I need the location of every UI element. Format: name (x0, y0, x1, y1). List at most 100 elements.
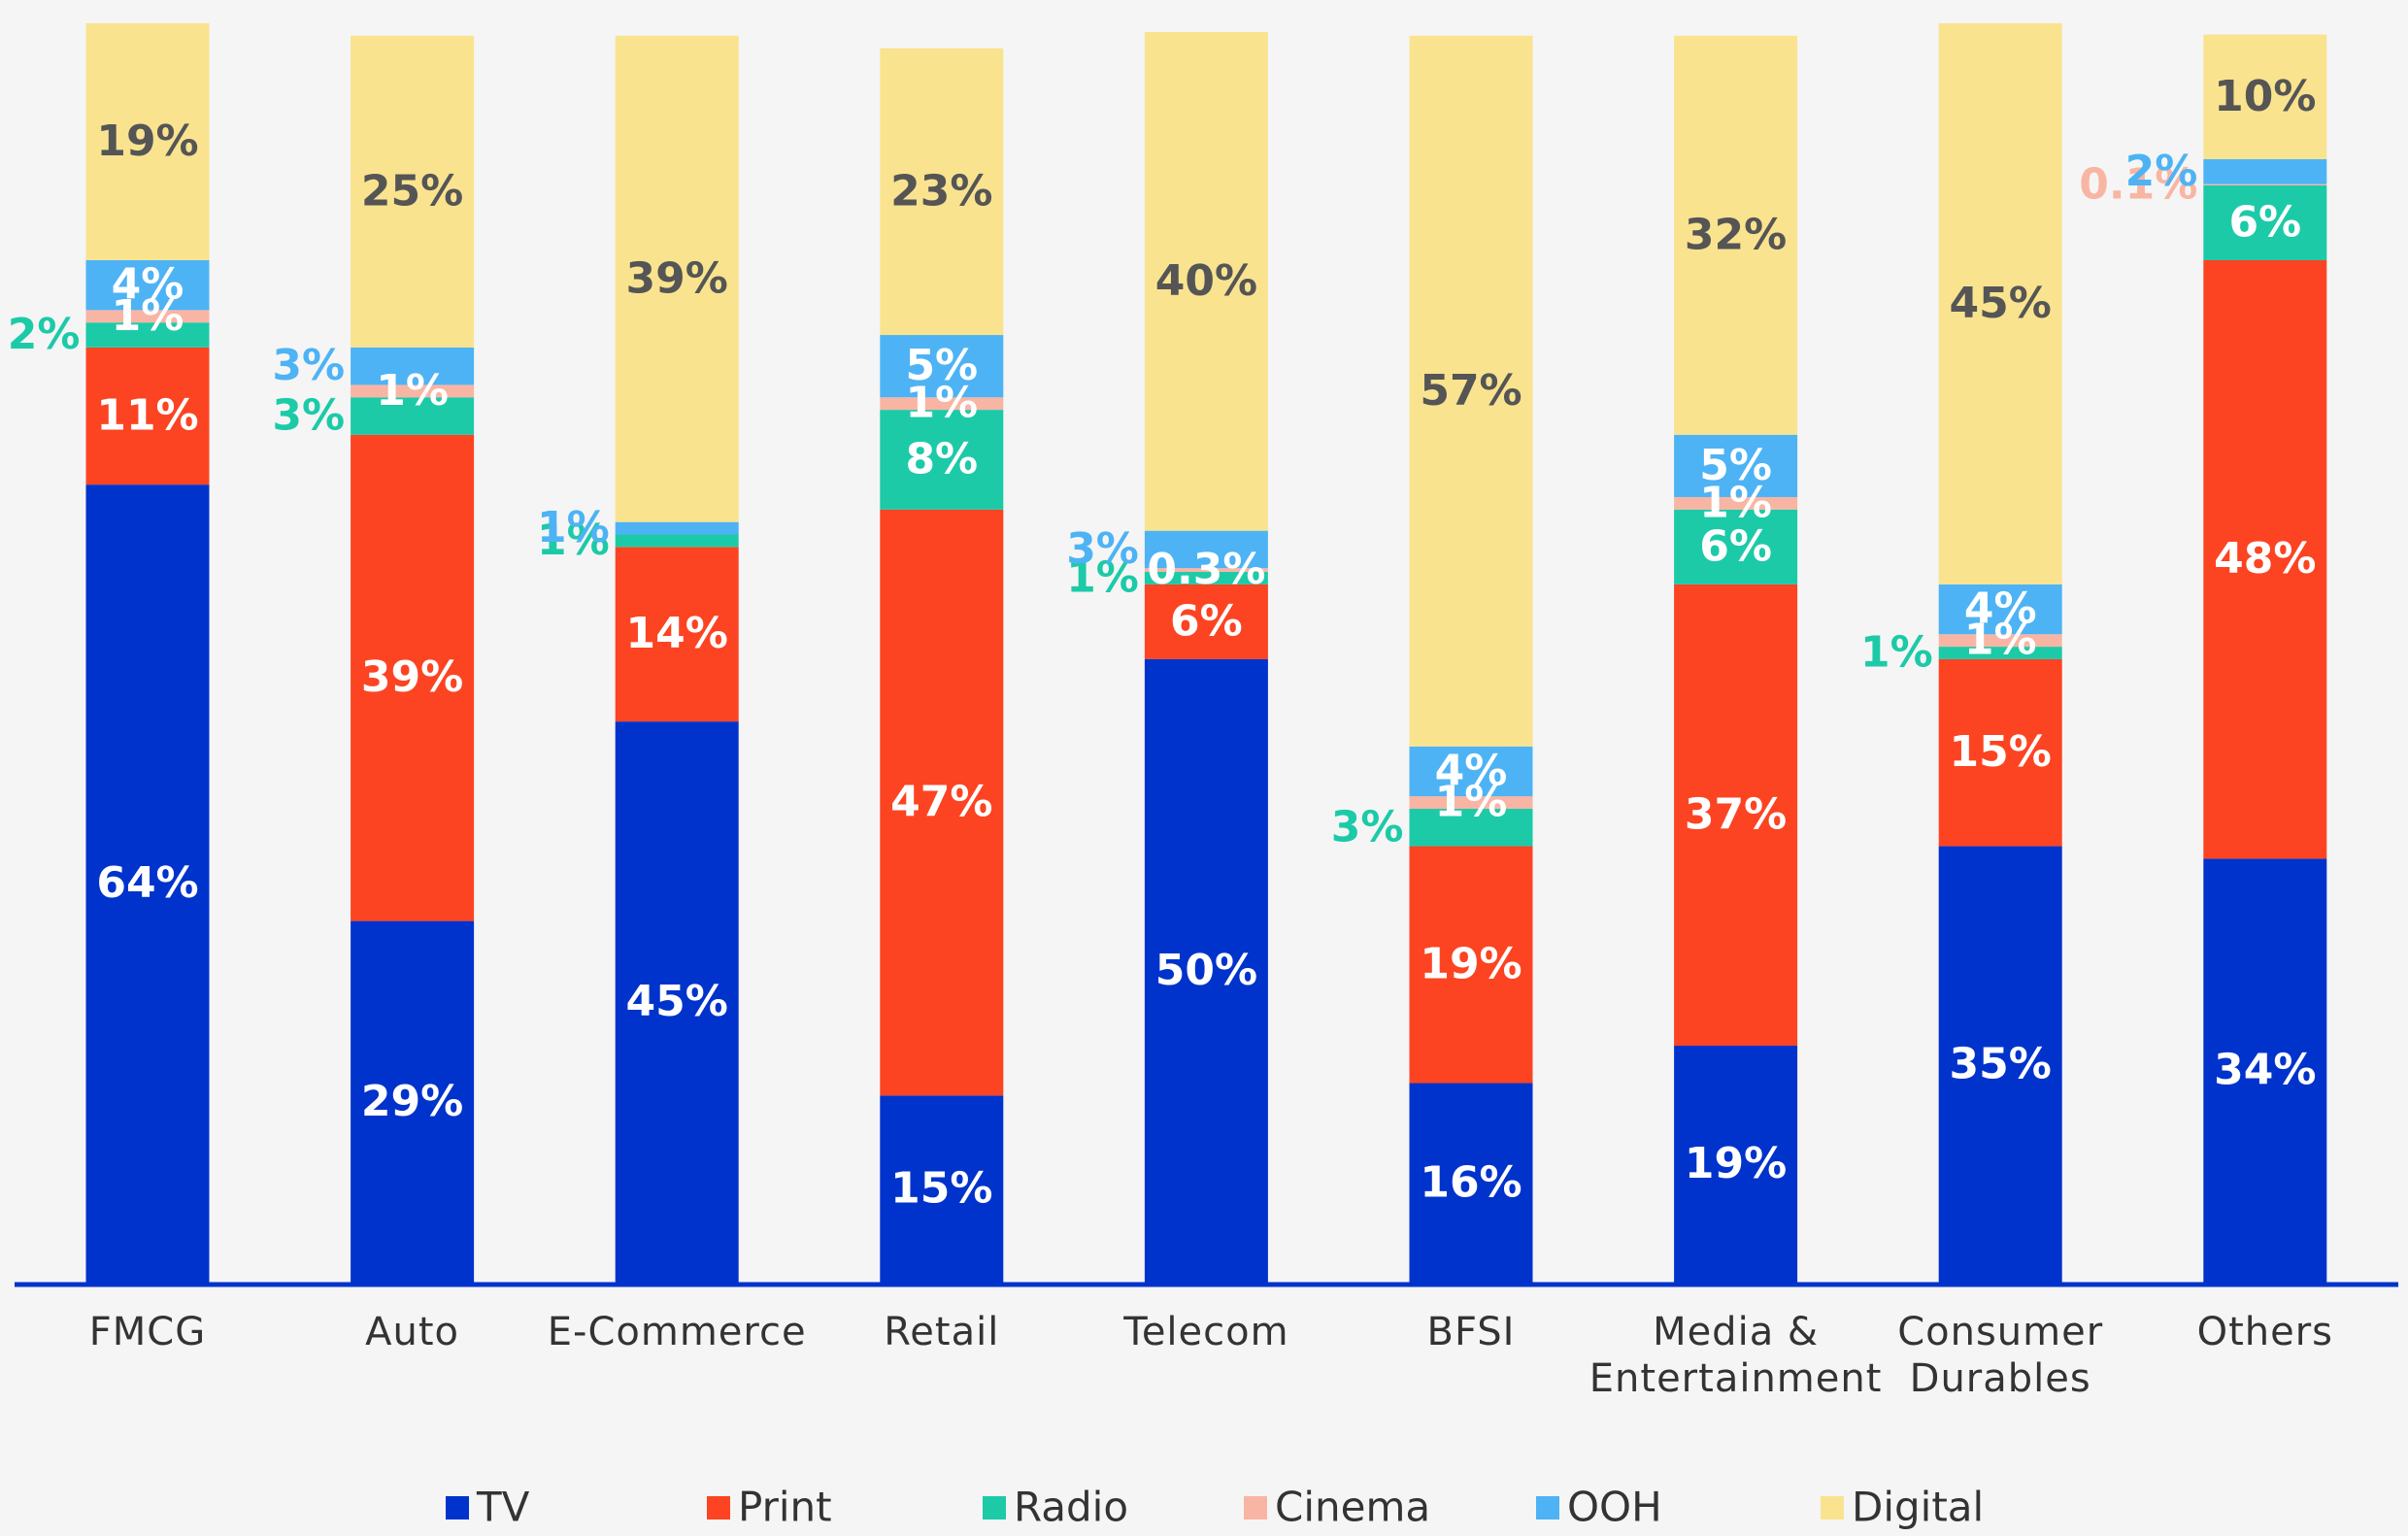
value-label: 10% (2214, 72, 2316, 121)
bar-segment (880, 509, 1004, 1096)
value-label: 1% (376, 366, 449, 416)
bar-segment (1409, 809, 1533, 847)
bar-segment (1674, 1046, 1798, 1283)
legend-label: TV (476, 1484, 530, 1531)
bar-segment (1144, 568, 1268, 573)
bar-segment (85, 259, 210, 311)
value-label: 6% (1170, 596, 1243, 646)
x-tick-label: E-Commerce (547, 1310, 807, 1354)
value-label: 64% (96, 858, 198, 908)
bar-segment (2203, 34, 2327, 159)
value-label: 16% (1420, 1157, 1522, 1207)
bar-segment (615, 35, 739, 522)
value-label: 1% (537, 503, 610, 552)
bar-segment (1409, 35, 1533, 747)
value-label: 3% (1066, 524, 1139, 574)
bar-segment (1409, 796, 1533, 810)
legend-label: Print (738, 1484, 832, 1531)
x-tick-label: FMCG (88, 1310, 207, 1354)
bar-segment (2203, 184, 2327, 185)
bar-segment (1409, 1083, 1533, 1283)
bar-segment (1409, 846, 1533, 1084)
x-tick-label: Retail (884, 1310, 1000, 1354)
legend-swatch (446, 1496, 469, 1519)
legend-swatch (1244, 1496, 1267, 1519)
value-label: 2% (2125, 147, 2198, 196)
value-label: 2% (8, 310, 81, 359)
bar-segment (615, 547, 739, 722)
legend-label: Digital (1852, 1484, 1984, 1531)
value-label: 3% (272, 391, 345, 441)
value-label: 35% (1950, 1039, 2052, 1088)
bar-segment (2203, 858, 2327, 1283)
value-label: 5% (1699, 441, 1772, 490)
bar-segment (880, 1095, 1004, 1283)
x-tick-label: Auto (365, 1310, 460, 1354)
value-label: 0.1% (2079, 159, 2197, 209)
bar-segment (351, 920, 475, 1283)
bar-segment (2203, 184, 2327, 260)
value-label: 32% (1685, 210, 1787, 259)
value-label: 19% (1685, 1139, 1787, 1188)
value-label: 3% (272, 341, 345, 390)
bar-segment (1674, 509, 1798, 584)
bar-segment (351, 397, 475, 435)
bar-segment (351, 384, 475, 398)
value-label: 1% (1860, 628, 1933, 678)
value-label: 1% (1435, 778, 1508, 827)
bar-segment (351, 434, 475, 921)
bar-segment (1674, 584, 1798, 1047)
legend-swatch (983, 1496, 1006, 1519)
value-label: 4% (1435, 746, 1508, 795)
value-label: 4% (1964, 584, 2037, 634)
value-label: 48% (2214, 534, 2316, 584)
x-tick-label: Others (2196, 1310, 2333, 1354)
bar-segment (1674, 496, 1798, 510)
bar-segment (351, 35, 475, 348)
value-label: 8% (905, 434, 978, 484)
value-label: 29% (361, 1077, 463, 1126)
bar-segment (85, 322, 210, 348)
x-tick-label: Telecom (1123, 1310, 1289, 1354)
legend-label: Radio (1014, 1484, 1128, 1531)
value-label: 0.3% (1147, 545, 1265, 594)
bar-segment (615, 534, 739, 548)
x-tick-label: BFSI (1426, 1310, 1516, 1354)
x-tick-label: Consumer Durables (1897, 1310, 2104, 1401)
bar-segment (2203, 259, 2327, 859)
value-label: 1% (1066, 552, 1139, 602)
bar-segment (1144, 584, 1268, 659)
bar-segment (615, 721, 739, 1283)
bar-segment (1144, 572, 1268, 584)
bar-segment (2203, 158, 2327, 184)
legend-swatch (1821, 1496, 1844, 1519)
bar-segment (880, 335, 1004, 398)
value-label: 1% (905, 379, 978, 428)
value-label: 57% (1420, 366, 1522, 416)
value-label: 37% (1685, 789, 1787, 839)
bar-segment (85, 484, 210, 1283)
bar-segment (880, 410, 1004, 510)
bar-segment (1144, 658, 1268, 1283)
value-label: 47% (890, 778, 992, 827)
legend-label: Cinema (1275, 1484, 1430, 1531)
bar-segment (880, 397, 1004, 411)
value-label: 19% (1420, 940, 1522, 989)
value-label: 5% (905, 341, 978, 390)
bar-segment (351, 347, 475, 385)
x-tick-label: Media & Entertainment (1589, 1310, 1883, 1401)
value-label: 34% (2214, 1046, 2316, 1095)
bar-segment (1938, 23, 2062, 584)
value-label: 40% (1155, 256, 1257, 306)
value-label: 25% (361, 166, 463, 216)
value-label: 45% (626, 977, 728, 1026)
value-label: 15% (890, 1164, 992, 1214)
value-label: 1% (537, 516, 610, 565)
value-label: 23% (890, 166, 992, 216)
bar-segment (85, 310, 210, 323)
value-label: 3% (1331, 802, 1404, 851)
bar-segment (615, 521, 739, 535)
value-label: 39% (626, 253, 728, 303)
